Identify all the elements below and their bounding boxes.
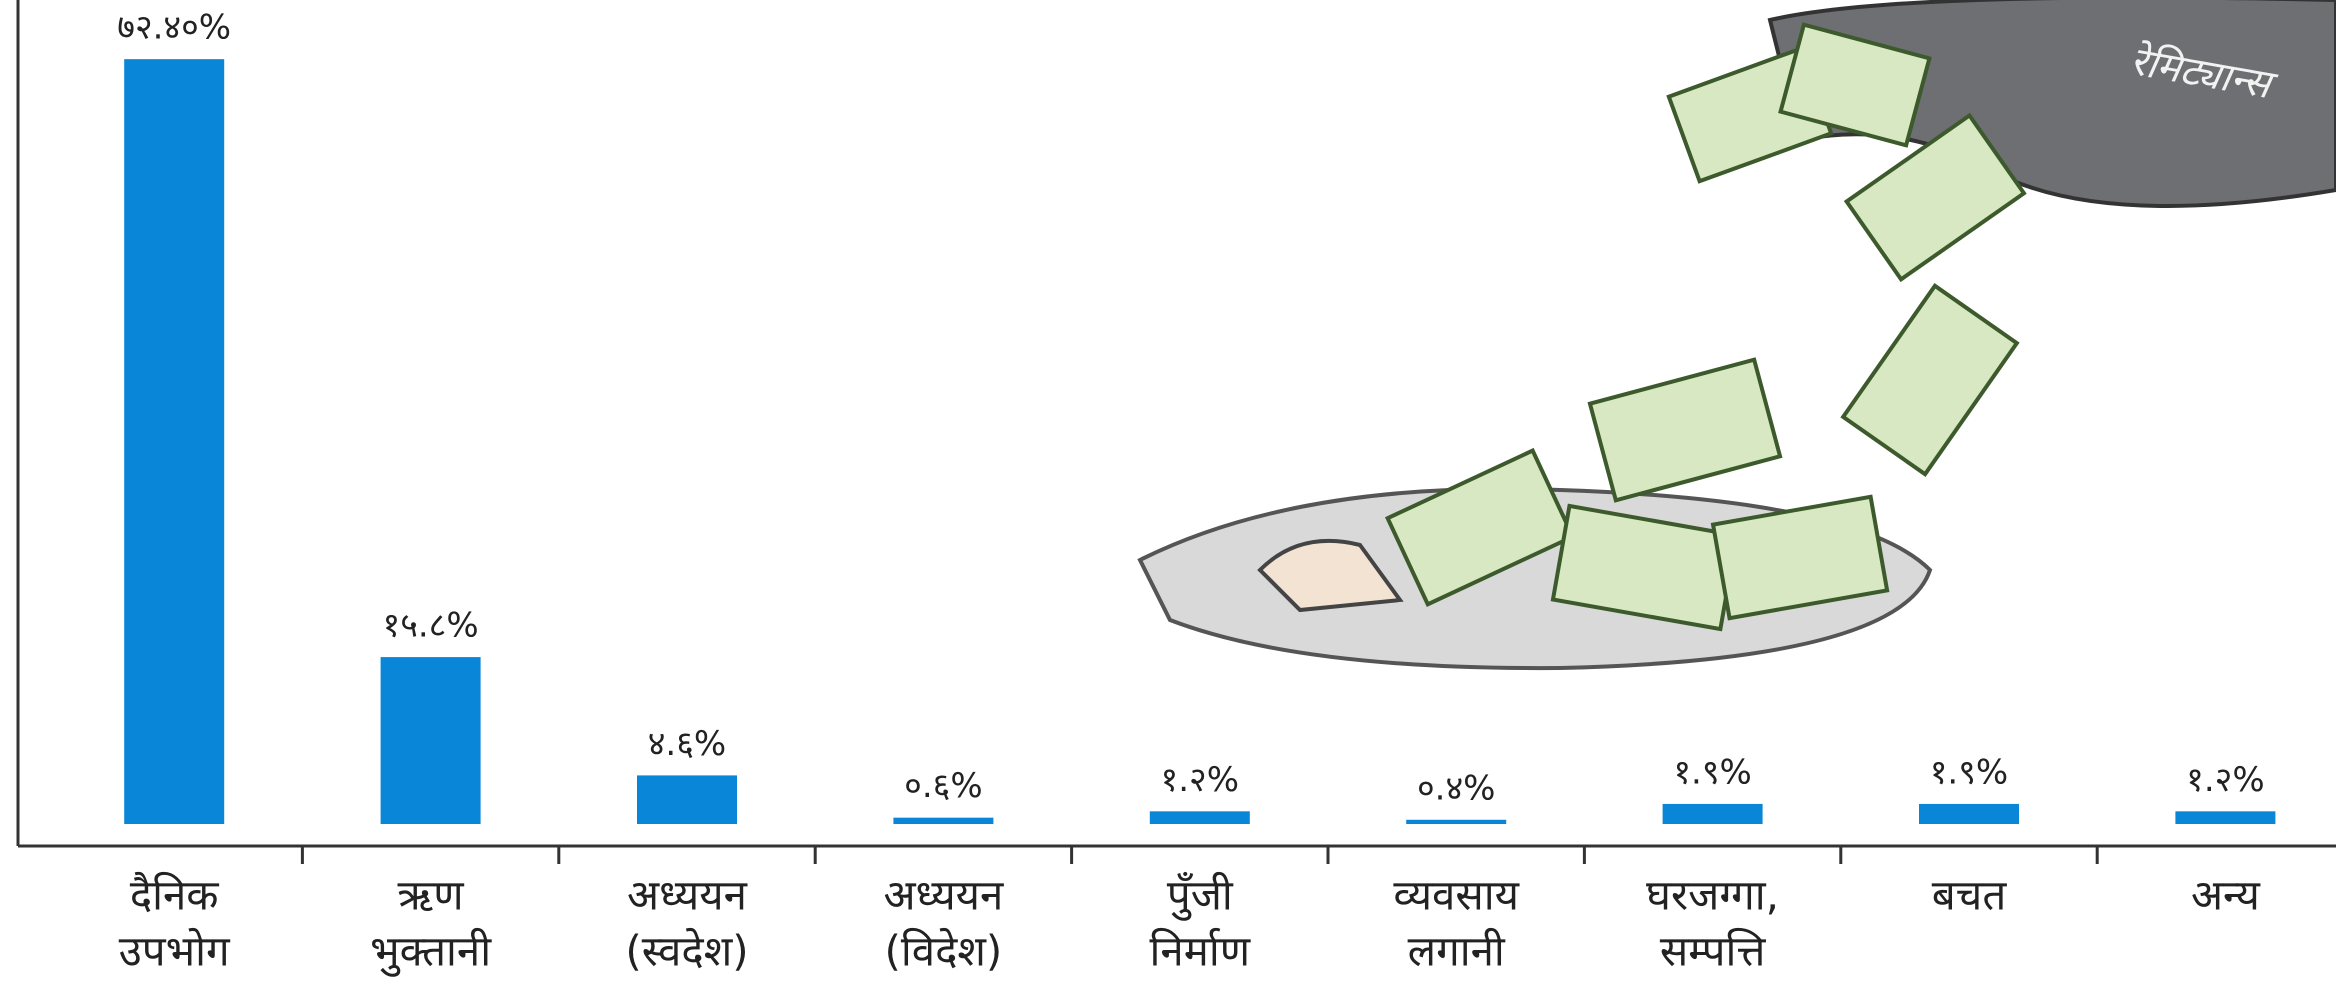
x-tick-label: (स्वदेश) [625, 927, 748, 976]
x-tick-label: भुक्तानी [370, 927, 492, 978]
value-label: १.२% [2186, 760, 2264, 800]
x-tick-label: घरजग्गा, [1646, 871, 1779, 920]
bar [1919, 803, 2019, 824]
x-tick-label: अन्य [2191, 871, 2260, 920]
x-tick-label: व्यवसाय [1393, 871, 1519, 920]
x-tick-label: (विदेश) [884, 927, 1002, 976]
x-tick-label: बचत [1932, 871, 2008, 920]
value-label: ०.६% [904, 766, 982, 806]
illustration: रेमिट्यान्स [1137, 0, 2336, 671]
value-label: ४.६% [648, 724, 726, 764]
x-tick-label: पुँजी [1167, 871, 1234, 922]
value-label: ७२.४०% [117, 8, 231, 48]
x-tick-label: उपभोग [119, 927, 231, 976]
value-label: १.९% [1930, 752, 2008, 792]
bar [893, 817, 994, 824]
bar [1406, 819, 1507, 824]
bar [1662, 803, 1763, 824]
value-label: १.२% [1161, 760, 1239, 800]
x-tick-label: अध्ययन [883, 871, 1004, 920]
value-label: ०.४% [1417, 768, 1495, 808]
bar [124, 59, 225, 824]
bar [380, 657, 481, 824]
value-label: १.९% [1673, 752, 1751, 792]
bar [1149, 811, 1250, 824]
notes [1384, 22, 2027, 632]
x-tick-label: दैनिक [130, 871, 219, 920]
x-tick-label: सम्पत्ति [1660, 927, 1767, 976]
x-tick-label: ऋण [397, 871, 464, 920]
value-label: १५.८% [383, 606, 479, 646]
x-tick-label: अध्ययन [627, 871, 748, 920]
hand [1257, 538, 1404, 613]
bar [637, 775, 737, 824]
bar [2175, 811, 2276, 824]
x-tick-label: निर्माण [1150, 927, 1251, 976]
x-tick-label: लगानी [1408, 927, 1506, 976]
